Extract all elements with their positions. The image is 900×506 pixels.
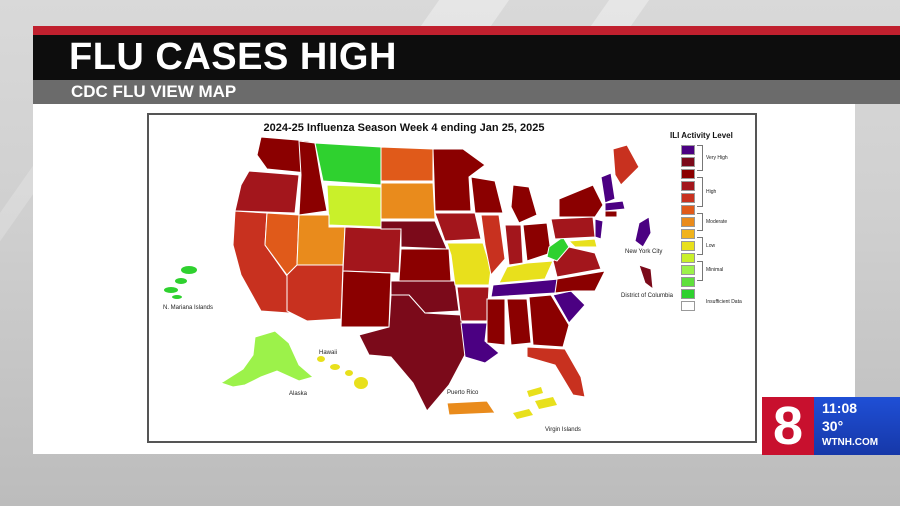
legend-swatch-level-13 — [681, 145, 695, 155]
legend-swatch-level-0 — [681, 301, 695, 311]
state-connecticut — [604, 210, 618, 218]
legend-swatch-level-9 — [681, 193, 695, 203]
station-bug: 8 11:08 30° WTNH.COM — [762, 397, 900, 455]
state-maine — [612, 144, 640, 186]
state-alabama — [506, 298, 532, 346]
legend-label-high: High — [706, 189, 717, 195]
state-kansas — [398, 248, 452, 282]
nyc-inset — [634, 216, 652, 248]
state-north-carolina — [554, 270, 606, 294]
mariana-island-2 — [175, 278, 187, 284]
headline-accent-bar — [33, 26, 900, 35]
state-new-york — [558, 184, 604, 218]
state-washington — [256, 136, 310, 174]
legend-bracket-high — [697, 177, 703, 207]
hawaii-island-1 — [317, 356, 325, 362]
state-georgia — [528, 294, 570, 348]
state-mississippi — [486, 298, 506, 346]
state-texas — [358, 294, 468, 412]
label-puerto-rico: Puerto Rico — [447, 390, 479, 396]
label-nyc: New York City — [625, 249, 663, 255]
legend-swatch-level-4 — [681, 253, 695, 263]
state-pennsylvania — [550, 216, 596, 240]
label-virgin-islands: Virgin Islands — [545, 427, 581, 433]
state-iowa — [434, 212, 482, 242]
state-nebraska — [380, 220, 448, 250]
legend-bracket-moderate — [697, 213, 703, 231]
mariana-island-1 — [181, 266, 197, 274]
legend-swatch-level-12 — [681, 157, 695, 167]
state-oregon — [234, 170, 300, 214]
state-michigan — [510, 184, 538, 224]
us-flu-map — [164, 136, 654, 419]
state-colorado — [342, 226, 402, 274]
legend-bracket-very-high — [697, 145, 703, 171]
state-massachusetts — [604, 200, 626, 212]
station-website: WTNH.COM — [822, 437, 879, 448]
state-wyoming — [326, 184, 382, 228]
label-mariana: N. Mariana Islands — [163, 305, 214, 311]
station-info: 11:08 30° WTNH.COM — [814, 397, 900, 455]
legend-title: ILI Activity Level — [670, 131, 733, 140]
legend-swatch-level-2 — [681, 277, 695, 287]
mariana-island-4 — [172, 295, 182, 299]
label-dc: District of Columbia — [621, 293, 674, 299]
state-illinois — [480, 214, 506, 277]
label-alaska: Alaska — [289, 391, 308, 397]
state-florida — [526, 346, 586, 398]
legend-label-low: Low — [706, 243, 716, 249]
legend-bracket-low — [697, 237, 703, 255]
flu-map-figure: 2024-25 Influenza Season Week 4 ending J… — [147, 113, 757, 443]
state-north-dakota — [380, 146, 434, 182]
legend-label-moderate: Moderate — [706, 219, 728, 225]
station-time: 11:08 — [822, 400, 858, 416]
state-new-jersey — [594, 218, 604, 240]
state-minnesota — [432, 148, 486, 212]
label-hawaii: Hawaii — [319, 350, 338, 356]
state-montana — [314, 142, 382, 186]
headline-banner: FLU CASES HIGH CDC FLU VIEW MAP — [33, 26, 900, 104]
legend-swatch-level-10 — [681, 181, 695, 191]
state-ohio — [522, 222, 552, 262]
dc-inset — [638, 264, 654, 291]
headline-title: FLU CASES HIGH — [33, 35, 900, 80]
state-new-mexico — [340, 270, 392, 328]
state-wisconsin — [470, 176, 504, 214]
virgin-island-1 — [513, 409, 533, 419]
puerto-rico — [446, 400, 496, 416]
hawaii-island-4 — [354, 377, 368, 389]
map-title: 2024-25 Influenza Season Week 4 ending J… — [263, 122, 545, 134]
virgin-island-3 — [527, 387, 543, 397]
legend-swatch-level-7 — [681, 217, 695, 227]
legend-swatch-level-1 — [681, 289, 695, 299]
headline-subtitle: CDC FLU VIEW MAP — [33, 80, 900, 104]
station-logo: 8 — [762, 397, 814, 455]
mariana-island-3 — [164, 287, 178, 293]
legend-swatch-level-3 — [681, 265, 695, 275]
state-kentucky — [498, 260, 554, 284]
virgin-island-2 — [535, 397, 557, 409]
state-arizona — [286, 264, 344, 322]
state-missouri — [446, 242, 492, 286]
legend-label-very-high: Very High — [706, 155, 728, 161]
legend-swatch-level-5 — [681, 241, 695, 251]
hawaii-island-3 — [345, 370, 353, 376]
legend-label-minimal: Minimal — [706, 267, 724, 273]
state-alaska — [219, 330, 315, 388]
state-arkansas — [456, 286, 490, 322]
state-south-dakota — [380, 182, 436, 220]
legend-swatch-level-8 — [681, 205, 695, 215]
hawaii-island-2 — [330, 364, 340, 370]
legend-label-insufficient: Insufficient Data — [706, 299, 742, 305]
state-maryland — [567, 238, 598, 248]
state-vermont-nh — [600, 172, 616, 204]
legend-bracket-minimal — [697, 261, 703, 281]
legend-swatch-level-6 — [681, 229, 695, 239]
state-indiana — [504, 224, 524, 266]
station-temperature: 30° — [822, 418, 844, 434]
legend-swatch-level-11 — [681, 169, 695, 179]
